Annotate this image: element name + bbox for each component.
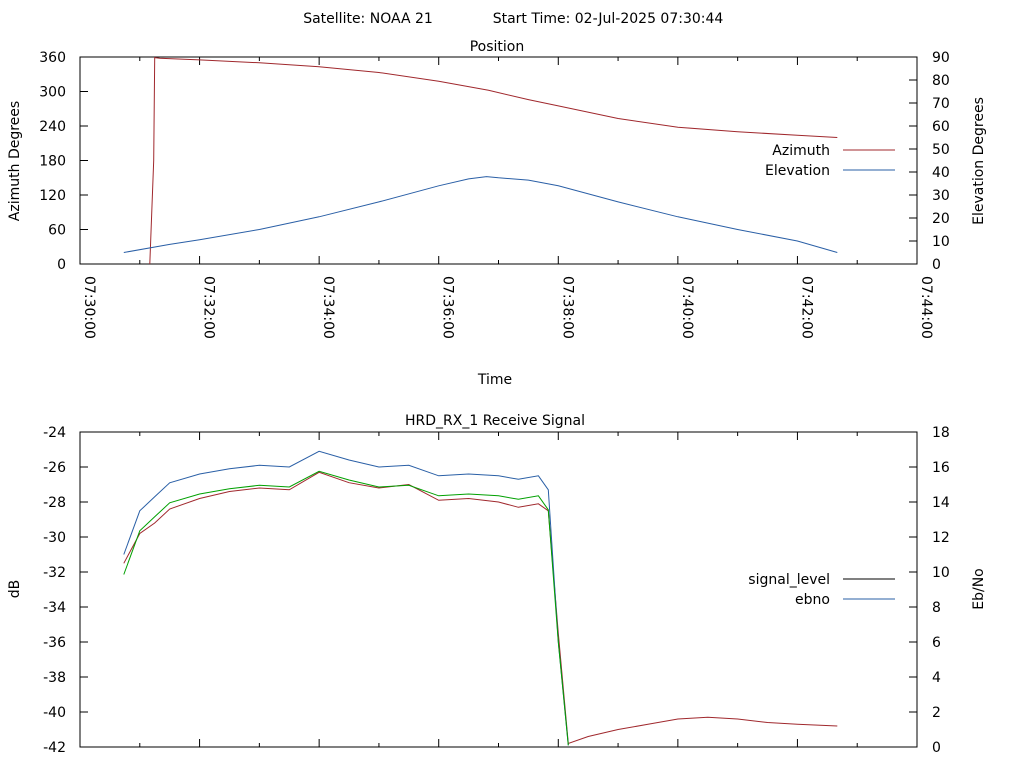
right-axis-tick-label: 6 bbox=[932, 635, 941, 651]
ebno-axis: 0 2 4 6 8 10 12 14 16 18 bbox=[909, 425, 950, 756]
db-axis-label: dB bbox=[7, 580, 23, 599]
legend-ebno-label: ebno bbox=[795, 592, 830, 608]
left-axis-tick-label: 120 bbox=[39, 188, 66, 204]
right-axis-tick-label: 0 bbox=[932, 257, 941, 273]
right-axis-tick-label: 90 bbox=[932, 50, 950, 66]
left-axis-tick-label: 300 bbox=[39, 85, 66, 101]
elevation-axis-label: Elevation Degrees bbox=[971, 97, 987, 225]
right-axis-tick-label: 40 bbox=[932, 165, 950, 181]
left-axis-tick-label: -30 bbox=[43, 530, 66, 546]
signal-legend: signal_level ebno bbox=[748, 572, 895, 608]
right-axis-tick-label: 70 bbox=[932, 96, 950, 112]
azimuth-axis: 0 60 120 180 240 300 360 bbox=[39, 50, 88, 273]
position-chart-title: Position bbox=[470, 39, 525, 55]
right-axis-tick-label: 2 bbox=[932, 705, 941, 721]
signal-time-axis bbox=[79, 432, 918, 747]
right-axis-tick-label: 30 bbox=[932, 188, 950, 204]
left-axis-tick-label: -38 bbox=[43, 670, 66, 686]
left-axis-tick-label: -36 bbox=[43, 635, 66, 651]
signal-chart: HRD_RX_1 Receive Signal -42-40-38-36-34-… bbox=[7, 413, 987, 756]
left-axis-tick-label: -28 bbox=[43, 495, 66, 511]
left-axis-tick-label: 60 bbox=[48, 223, 66, 239]
signal-series bbox=[123, 450, 838, 746]
series-line-elevation bbox=[123, 176, 838, 253]
right-axis-tick-label: 10 bbox=[932, 234, 950, 250]
position-chart: Position 0 60 120 180 240 300 360 0 10 20 30 40 50 6… bbox=[7, 39, 987, 388]
left-axis-tick-label: -42 bbox=[43, 740, 66, 756]
series-line-azimuth bbox=[149, 57, 838, 265]
time-tick-label: 07:30:00 bbox=[81, 276, 97, 339]
signal-chart-title: HRD_RX_1 Receive Signal bbox=[405, 413, 585, 429]
legend-azimuth-label: Azimuth bbox=[772, 143, 830, 159]
time-tick-label: 07:36:00 bbox=[440, 276, 456, 339]
right-axis-tick-label: 16 bbox=[932, 460, 950, 476]
legend-signal-level-label: signal_level bbox=[748, 572, 830, 588]
start-time-label: Start Time: 02-Jul-2025 07:30:44 bbox=[493, 11, 724, 27]
time-tick-label: 07:44:00 bbox=[918, 276, 934, 339]
right-axis-tick-label: 18 bbox=[932, 425, 950, 441]
azimuth-axis-label: Azimuth Degrees bbox=[7, 101, 23, 221]
time-tick-label: 07:42:00 bbox=[798, 276, 814, 339]
right-axis-tick-label: 60 bbox=[932, 119, 950, 135]
time-axis-label: Time bbox=[477, 372, 512, 388]
time-axis: 07:30:00 07:32:00 07:34:00 07:36:00 07:38:00… bbox=[79, 57, 934, 339]
left-axis-tick-label: -34 bbox=[43, 600, 66, 616]
right-axis-tick-label: 20 bbox=[932, 211, 950, 227]
position-series bbox=[123, 57, 838, 265]
legend-elevation-label: Elevation bbox=[765, 163, 830, 179]
left-axis-tick-label: 240 bbox=[39, 119, 66, 135]
left-axis-tick-label: 360 bbox=[39, 50, 66, 66]
signal-plot-frame bbox=[79, 431, 918, 748]
left-axis-tick-label: -24 bbox=[43, 425, 66, 441]
right-axis-tick-label: 14 bbox=[932, 495, 950, 511]
series-line-ebno bbox=[123, 450, 569, 746]
ebno-axis-label: Eb/No bbox=[971, 568, 987, 610]
time-tick-label: 07:32:00 bbox=[201, 276, 217, 339]
left-axis-tick-label: -32 bbox=[43, 565, 66, 581]
db-axis: -42 -40 -38 -36 -34 -32 -30 -28 -26 -24 bbox=[43, 425, 88, 756]
right-axis-tick-label: 80 bbox=[932, 73, 950, 89]
right-axis-tick-label: 0 bbox=[932, 740, 941, 756]
right-axis-tick-label: 50 bbox=[932, 142, 950, 158]
satellite-label: Satellite: NOAA 21 bbox=[303, 11, 433, 27]
left-axis-tick-label: 0 bbox=[57, 257, 66, 273]
right-axis-tick-label: 4 bbox=[932, 670, 941, 686]
right-axis-tick-label: 10 bbox=[932, 565, 950, 581]
position-plot-frame bbox=[79, 56, 918, 265]
series-line-signal-level bbox=[123, 471, 838, 745]
left-axis-tick-label: 180 bbox=[39, 154, 66, 170]
time-tick-label: 07:40:00 bbox=[679, 276, 695, 339]
time-tick-label: 07:34:00 bbox=[320, 276, 336, 339]
time-tick-label: 07:38:00 bbox=[559, 276, 575, 339]
elevation-axis: 0 10 20 30 40 50 60 70 80 90 bbox=[909, 50, 950, 273]
position-legend: Azimuth Elevation bbox=[765, 143, 895, 179]
series-line-green-trace bbox=[123, 470, 569, 746]
left-axis-tick-label: -40 bbox=[43, 705, 66, 721]
left-axis-tick-label: -26 bbox=[43, 460, 66, 476]
right-axis-tick-label: 12 bbox=[932, 530, 950, 546]
right-axis-tick-label: 8 bbox=[932, 600, 941, 616]
